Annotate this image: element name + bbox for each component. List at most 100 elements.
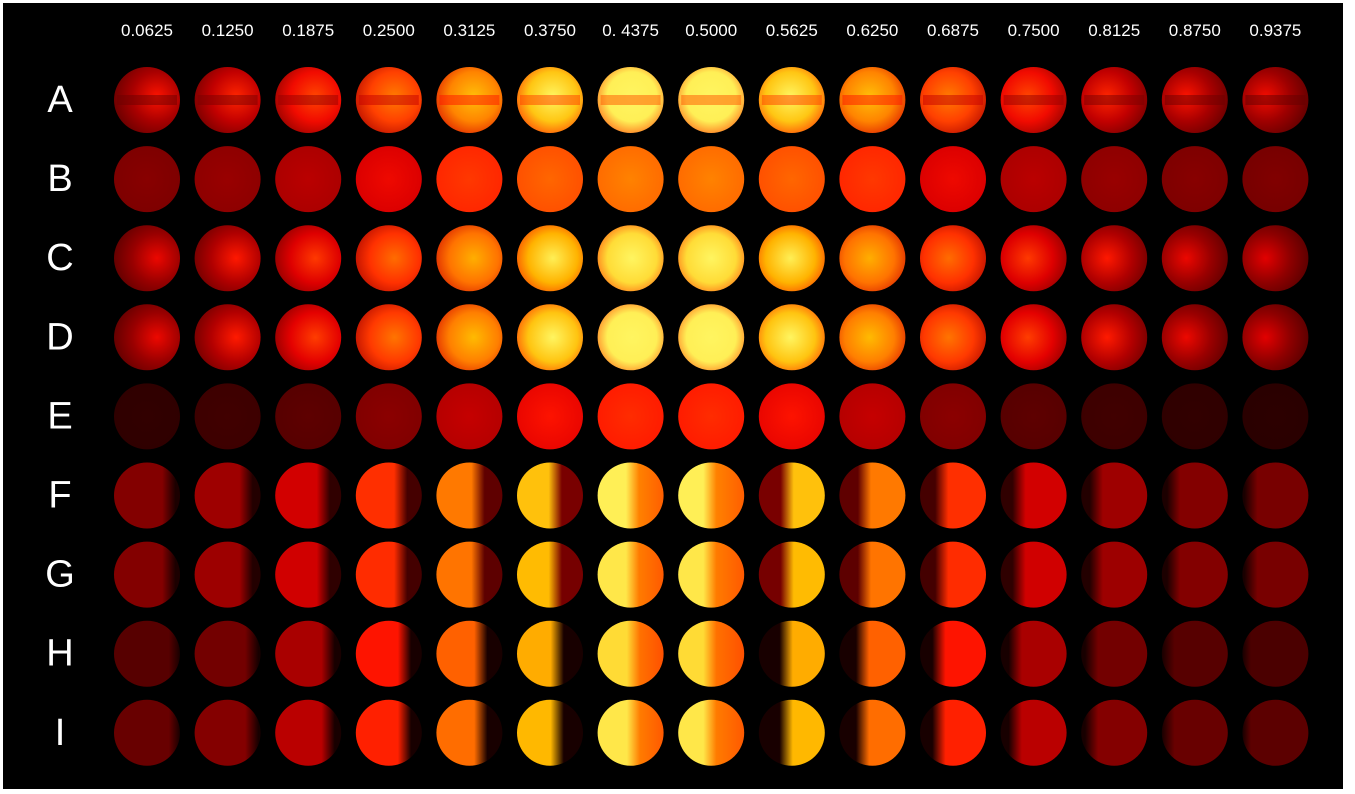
band	[600, 95, 661, 105]
sample-disk	[1161, 225, 1228, 292]
sample-disk	[920, 146, 986, 213]
sample-disk	[1000, 620, 1067, 687]
sample-disk	[194, 225, 261, 292]
sample-disk	[517, 383, 583, 450]
sample-disk	[597, 699, 664, 766]
column-label: 0. 4375	[602, 21, 659, 40]
sample-disk	[114, 146, 180, 213]
sample-disk	[275, 225, 342, 292]
column-label: 0.2500	[363, 21, 415, 40]
sample-disk	[597, 383, 664, 450]
sample-disk	[355, 541, 422, 608]
sample-disk	[114, 699, 180, 766]
column-label: 0.3750	[524, 21, 576, 40]
sample-disk	[194, 620, 261, 687]
column-label: 0.6250	[846, 21, 898, 40]
sample-disk	[436, 146, 503, 213]
sample-disk	[1161, 304, 1228, 371]
sample-disk	[920, 304, 986, 371]
sample-disk	[758, 462, 825, 529]
sample-disk	[839, 541, 906, 608]
sample-disk	[1161, 699, 1228, 766]
band	[1003, 95, 1064, 105]
sample-disk	[194, 304, 261, 371]
sample-disk	[839, 146, 906, 213]
sample-disk	[1242, 462, 1309, 529]
row-label: B	[47, 158, 72, 200]
sample-disk	[758, 620, 825, 687]
sample-disk	[839, 462, 906, 529]
sample-disk	[436, 620, 503, 687]
sample-disk	[355, 462, 422, 529]
sample-disk	[839, 620, 906, 687]
sample-disk	[920, 699, 986, 766]
sample-disk	[1242, 304, 1309, 371]
column-label: 0.6875	[927, 21, 979, 40]
sample-disk	[920, 620, 986, 687]
sample-disk	[1081, 146, 1148, 213]
sample-disk	[920, 541, 986, 608]
column-label: 0.1250	[202, 21, 254, 40]
sample-disk	[114, 304, 180, 371]
sample-disk	[517, 146, 583, 213]
sample-disk	[275, 146, 342, 213]
sample-disk	[920, 225, 986, 292]
sample-disk	[275, 462, 342, 529]
sample-disk	[1000, 462, 1067, 529]
sample-disk	[517, 304, 583, 371]
sample-disk	[678, 699, 745, 766]
sample-disk	[1242, 383, 1309, 450]
band	[681, 95, 742, 105]
sample-disk	[1161, 620, 1228, 687]
sample-disk	[275, 699, 342, 766]
sample-disk	[597, 304, 664, 371]
sample-disk	[1161, 462, 1228, 529]
band	[520, 95, 580, 105]
sample-disk	[517, 462, 583, 529]
sample-disk	[1081, 699, 1148, 766]
sample-disk	[1161, 146, 1228, 213]
sample-disk	[355, 225, 422, 292]
sample-disk	[678, 225, 745, 292]
sample-disk	[355, 383, 422, 450]
sample-disk	[194, 146, 261, 213]
sample-disk	[597, 620, 664, 687]
column-label: 0.8750	[1169, 21, 1221, 40]
sample-disk	[678, 541, 745, 608]
sample-disk	[436, 225, 503, 292]
column-label: 0.0625	[121, 21, 173, 40]
column-label: 0.1875	[282, 21, 334, 40]
sample-disk	[355, 699, 422, 766]
band	[1164, 95, 1225, 105]
sample-disk	[678, 383, 745, 450]
sample-disk	[517, 541, 583, 608]
sample-disk	[436, 462, 503, 529]
column-label: 0.7500	[1008, 21, 1060, 40]
row-label: F	[48, 475, 71, 517]
sample-disk	[355, 304, 422, 371]
sample-disk	[275, 383, 342, 450]
sample-disk	[678, 462, 745, 529]
sample-disk	[758, 383, 825, 450]
sample-disk	[758, 225, 825, 292]
sample-disk	[275, 304, 342, 371]
sample-disk	[839, 304, 906, 371]
sample-disk	[920, 383, 986, 450]
column-label: 0.5625	[766, 21, 818, 40]
sample-disk	[597, 225, 664, 292]
sample-disk	[1242, 699, 1309, 766]
sample-disk	[1000, 699, 1067, 766]
column-label: 0.3125	[443, 21, 495, 40]
band	[842, 95, 903, 105]
sample-disk	[114, 383, 180, 450]
sample-disk	[1081, 383, 1148, 450]
row-label: C	[46, 237, 73, 279]
sample-disk	[436, 699, 503, 766]
sample-disk	[1000, 225, 1067, 292]
sample-disk	[1161, 541, 1228, 608]
sample-disk	[194, 699, 261, 766]
sample-disk	[1000, 304, 1067, 371]
band	[197, 95, 258, 105]
column-label: 0.5000	[685, 21, 737, 40]
